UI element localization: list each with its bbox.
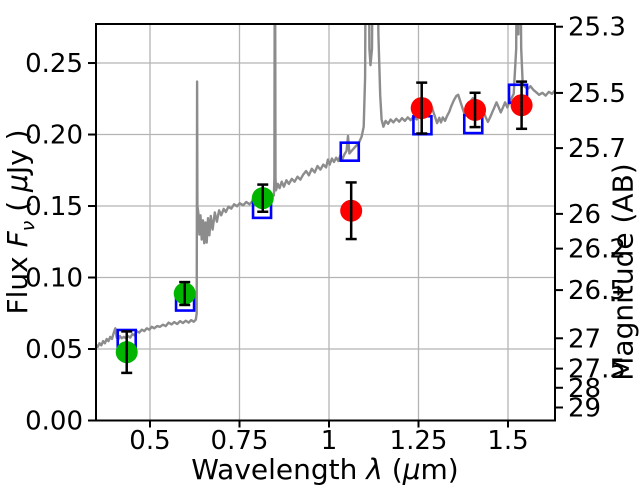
ylabel-left-mu: μ xyxy=(1,174,35,192)
y-tick-label-right: 28 xyxy=(568,374,601,404)
grid-layer xyxy=(96,24,555,421)
x-tick-label: 0.5 xyxy=(129,426,170,456)
y-tick-label-right: 25.3 xyxy=(568,13,626,43)
y-tick-label-right: 26.5 xyxy=(568,276,626,306)
y-tick-label-right: 27.5 xyxy=(568,355,626,385)
ylabel-left-F: F xyxy=(1,231,35,248)
y-tick-label-left: 0.10 xyxy=(25,264,83,294)
y-tick-label-left: 0.05 xyxy=(25,335,83,365)
spectrum-line xyxy=(96,24,555,349)
tick-layer xyxy=(88,25,563,428)
y-tick-label-left: 0.15 xyxy=(25,192,83,222)
x-tick-label: 1.5 xyxy=(487,426,528,456)
y-tick-label-left: 0.20 xyxy=(25,121,83,151)
y-tick-label-right: 25.5 xyxy=(568,79,626,109)
y-tick-label-right: 26.2 xyxy=(568,235,626,265)
y-tick-label-right: 25.7 xyxy=(568,134,626,164)
x-axis-label: Wavelength λ (μm) xyxy=(191,453,459,486)
errorbar-layer xyxy=(121,80,528,375)
ylabel-left-text: Flux xyxy=(1,247,35,315)
y-tick-label-right: 26 xyxy=(568,200,601,230)
ylabel-left-paren: ( xyxy=(1,191,35,221)
y-axis-label-left: Flux Fν ( μJy ) xyxy=(1,129,39,315)
xlabel-paren: ( xyxy=(382,453,403,486)
plot-border xyxy=(95,23,556,422)
y-tick-label-left: 0.25 xyxy=(25,49,83,79)
y-tick-label-left: 0.00 xyxy=(25,407,83,437)
xlabel-unit: m) xyxy=(420,453,459,486)
xlabel-mu: μ xyxy=(402,453,421,486)
y-tick-label-right: 29 xyxy=(568,393,601,423)
y-axis-label-right: Magnitude (AB) xyxy=(606,163,640,381)
ylabel-left-nu: ν xyxy=(16,220,39,232)
x-tick-label: 1 xyxy=(321,426,338,456)
y-tick-label-right: 27 xyxy=(568,324,601,354)
xlabel-lambda: λ xyxy=(366,453,383,486)
xlabel-text: Wavelength xyxy=(191,453,367,486)
ylabel-left-unit: Jy ) xyxy=(1,129,35,175)
x-tick-label: 1.25 xyxy=(390,426,448,456)
x-tick-label: 0.75 xyxy=(211,426,269,456)
model-photometry-square xyxy=(339,141,361,162)
